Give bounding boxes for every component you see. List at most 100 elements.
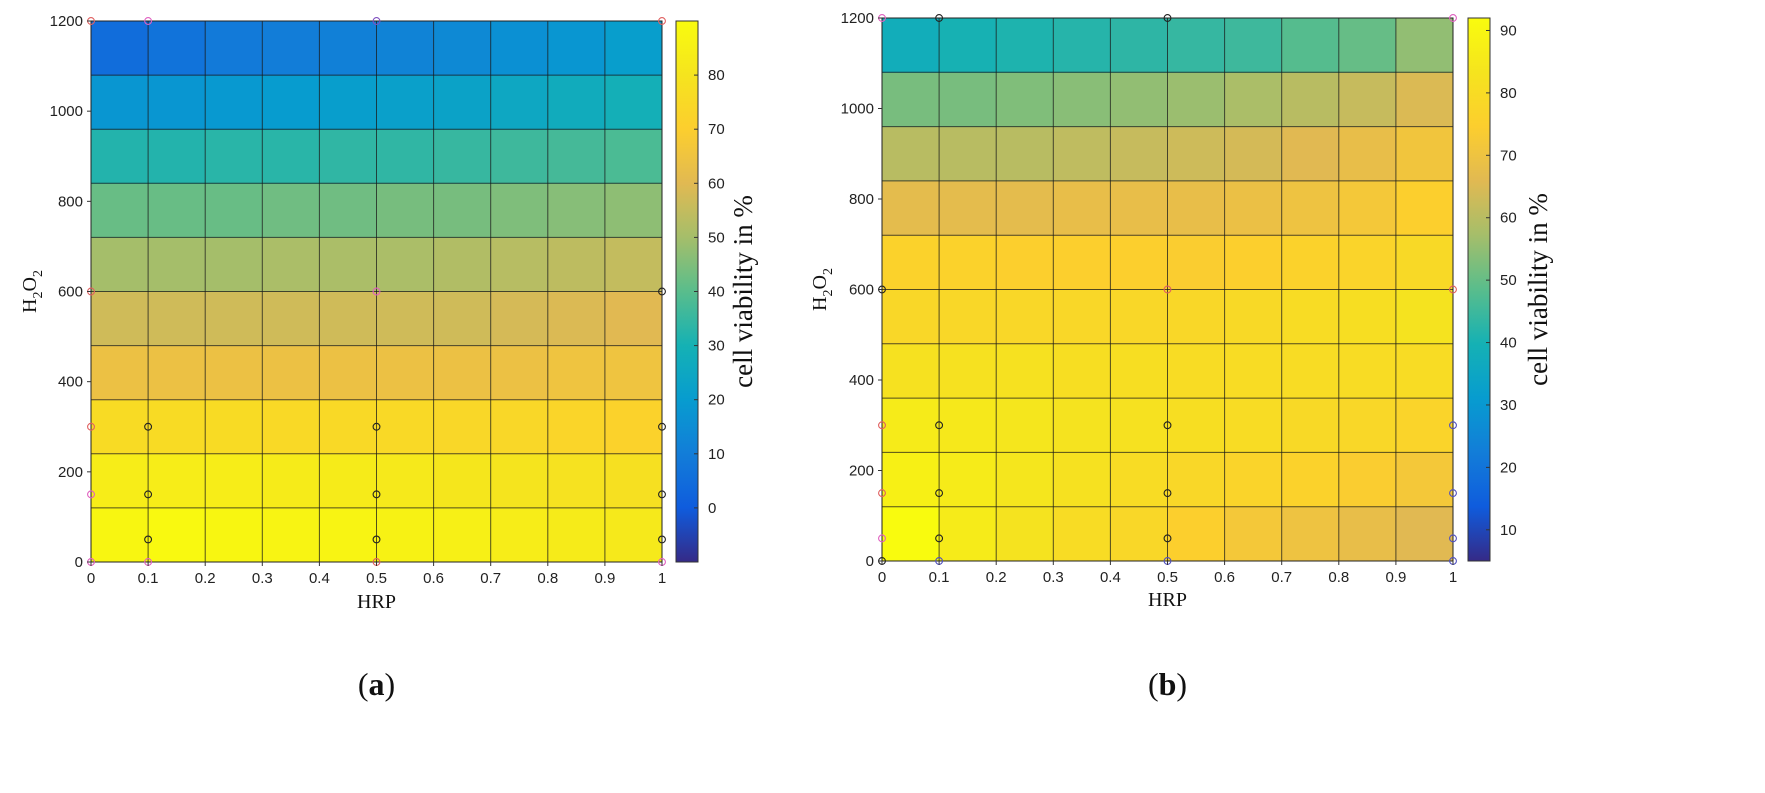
- heatmap-cell: [1338, 72, 1397, 128]
- heatmap-cell: [1395, 398, 1454, 453]
- heatmap-cell: [433, 507, 492, 563]
- heatmap-cell: [1167, 72, 1226, 128]
- heatmap-cell: [205, 507, 263, 563]
- heatmap-cell: [1395, 289, 1454, 345]
- heatmap-cell: [490, 507, 549, 563]
- colorbar-tick-label: 20: [708, 392, 725, 409]
- colorbar: 0 10 20 30 40 50 60 70 80 cell viability in %: [675, 20, 758, 563]
- heatmap-cell: [262, 129, 320, 184]
- heatmap-cell: [319, 183, 377, 238]
- colorbar-tick-label: 50: [708, 229, 725, 246]
- heatmap-cell: [376, 75, 435, 130]
- y-tick-label: 200: [849, 463, 874, 480]
- heatmap-cell: [547, 183, 606, 238]
- heatmap-cell: [939, 235, 997, 290]
- y-axis-label: H2O2: [19, 270, 46, 313]
- heatmap-cell: [1281, 126, 1340, 182]
- heatmap-cell: [262, 237, 320, 292]
- heatmap-cell: [490, 129, 549, 184]
- heatmap-cell: [1224, 398, 1283, 453]
- heatmap-cell: [1110, 506, 1168, 562]
- data-point: [87, 422, 95, 431]
- heatmap-cell: [1281, 506, 1340, 562]
- heatmap-cell: [1053, 126, 1111, 182]
- y-tick-label: 1200: [50, 13, 83, 30]
- heatmap-cell: [376, 453, 435, 509]
- heatmap-cell: [376, 507, 435, 563]
- x-tick-label: 0.4: [1100, 569, 1121, 586]
- data-point: [372, 287, 381, 296]
- heatmap-cell: [1167, 343, 1226, 399]
- x-tick-label: 0: [87, 570, 95, 587]
- data-point: [1449, 421, 1457, 430]
- y-tick-label: 800: [58, 193, 83, 210]
- heatmap-cell: [1281, 452, 1340, 508]
- heatmap-cell: [319, 291, 377, 347]
- data-point: [878, 489, 886, 498]
- heatmap-cell: [1395, 235, 1454, 290]
- heatmap-cell: [1053, 398, 1111, 453]
- heatmap-cell: [433, 399, 492, 455]
- data-point: [1163, 534, 1172, 543]
- heatmap-cell: [1338, 289, 1397, 345]
- data-point: [372, 490, 381, 499]
- heatmap-cell: [205, 291, 263, 347]
- x-tick-label: 0.9: [594, 570, 615, 587]
- x-tick-label: 0.4: [309, 570, 330, 587]
- heatmap-cell: [882, 398, 940, 453]
- heatmap-cell: [376, 345, 435, 401]
- heatmap-cell: [205, 453, 263, 509]
- heatmap-cell: [1281, 398, 1340, 453]
- colorbar-tick-label: 10: [708, 446, 725, 463]
- heatmap-cell: [91, 399, 149, 455]
- heatmap-cell: [547, 507, 606, 563]
- heatmap-cell: [319, 453, 377, 509]
- heatmap-cell: [1281, 18, 1340, 73]
- y-tick-label: 600: [58, 284, 83, 301]
- heatmap-cell: [262, 291, 320, 347]
- heatmap-cell: [1053, 452, 1111, 508]
- heatmap-cell: [1053, 506, 1111, 562]
- heatmap-cell: [547, 291, 606, 347]
- heatmap-cell: [1395, 18, 1454, 73]
- heatmap-cell: [433, 237, 492, 292]
- data-point: [935, 489, 944, 498]
- heatmap-cell: [1053, 18, 1111, 73]
- x-tick-label: 0.6: [423, 570, 444, 587]
- heatmap-cell: [433, 75, 492, 130]
- data-point: [935, 14, 944, 22]
- data-point: [1163, 285, 1172, 294]
- y-tick-label: 600: [849, 282, 874, 299]
- heatmap-cell: [490, 183, 549, 238]
- data-point: [878, 421, 886, 430]
- heatmap-cell: [1167, 289, 1226, 345]
- heatmap-cell: [1224, 235, 1283, 290]
- colorbar-tick-label: 0: [708, 500, 716, 517]
- x-tick-label: 0.7: [480, 570, 501, 587]
- heatmap-cell: [1167, 506, 1226, 562]
- heatmap-cell: [91, 237, 149, 292]
- heatmap-cell: [91, 75, 149, 130]
- data-point: [935, 534, 944, 543]
- data-point: [658, 535, 666, 544]
- heatmap-cell: [1338, 343, 1397, 399]
- heatmap-cell: [1110, 126, 1168, 182]
- heatmap-cell: [939, 126, 997, 182]
- panel-label: (b): [1148, 666, 1187, 702]
- heatmap-cell: [433, 129, 492, 184]
- heatmap-cell: [1281, 289, 1340, 345]
- heatmap-cell: [262, 21, 320, 76]
- heatmap-cell: [376, 129, 435, 184]
- heatmap-cell: [1281, 72, 1340, 128]
- data-point: [935, 421, 944, 430]
- heatmap-cells: [91, 21, 663, 563]
- heatmap-cell: [547, 453, 606, 509]
- heatmap-cell: [1110, 289, 1168, 345]
- heatmap-cell: [319, 75, 377, 130]
- heatmap-cell: [882, 18, 940, 73]
- heatmap-cell: [604, 237, 663, 292]
- heatmap-cell: [882, 235, 940, 290]
- heatmap-cell: [1338, 180, 1397, 236]
- data-point: [658, 287, 666, 296]
- heatmap-cell: [939, 506, 997, 562]
